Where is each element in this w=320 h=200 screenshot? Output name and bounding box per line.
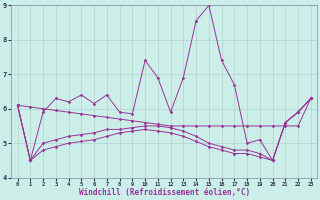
X-axis label: Windchill (Refroidissement éolien,°C): Windchill (Refroidissement éolien,°C) — [79, 188, 250, 197]
